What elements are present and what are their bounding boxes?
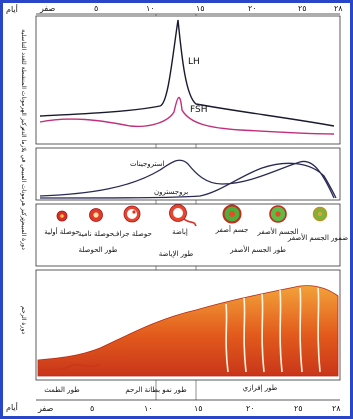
lh-curve [39, 19, 335, 127]
uterus-phase-menstrual: طور الطمث [44, 386, 80, 394]
panel-ovarian-cycle: دورة المبيض [20, 203, 348, 267]
bottom-tick-5: ٥ [90, 404, 94, 413]
stage-label-corpus-luteum: جسم أصفر [215, 225, 249, 234]
progesterone-curve [39, 162, 337, 199]
bottom-axis: طور الطمث طور نمو بطانة الرحم طور إفرازي… [6, 384, 341, 413]
top-tick-25: ٢٥ [298, 4, 307, 13]
estrogen-label: استروجينات [130, 160, 164, 168]
bottom-days-label: أيام [6, 402, 18, 412]
stage-corpus-luteum [222, 204, 242, 224]
top-days-label: أيام [6, 4, 18, 14]
stage-regressing-corpus-luteum [312, 206, 328, 222]
stage-label-regressing: ضمور الجسم الأصفر [287, 233, 348, 242]
panel1-side-label: تركيز الهرمونات المنشطة للغدد التناسلية [20, 29, 27, 131]
panel-uterine-cycle: دورة الرحم [20, 269, 341, 381]
fsh-label: FSH [190, 105, 208, 115]
panel3-side-label: دورة المبيض [20, 218, 27, 250]
panel-ovarian-hormones: تركيز هرمونات المبيض في بلازما الدم استر… [20, 127, 341, 221]
bottom-tick-25: ٢٥ [294, 404, 303, 413]
stage-ovulation [169, 204, 197, 227]
top-tick-28: ٢٨ [334, 4, 343, 13]
endometrium-glands [225, 287, 321, 373]
stage-primary-follicle [56, 210, 68, 222]
bottom-tick-0: صفر [37, 404, 53, 413]
ovary-phase-follicular: طور الحوصلة [78, 246, 117, 254]
top-tick-20: ٢٠ [248, 4, 257, 13]
stage-label-growing: حوصلة نامية [78, 230, 114, 238]
top-tick-0: صفر [39, 4, 55, 13]
bottom-tick-20: ٢٠ [246, 404, 255, 413]
stage-label-mature-corpus-luteum: الجسم الأصفر [256, 227, 298, 236]
estrogen-curve [39, 159, 335, 199]
stage-mature-corpus-luteum [269, 205, 287, 223]
stage-graafian-follicle [123, 205, 141, 223]
menstrual-shedding [39, 363, 101, 371]
top-tick-5: ٥ [94, 4, 98, 13]
panel2-side-label: تركيز هرمونات المبيض في بلازما الدم [20, 127, 27, 221]
lh-label: LH [188, 57, 200, 67]
panel4-side-label: دورة الرحم [20, 306, 27, 334]
bottom-tick-10: ١٠ [144, 404, 153, 413]
stage-label-primary: حوصلة أولية [44, 227, 80, 236]
top-axis: أيام صفر ٥ ١٠ ١٥ ٢٠ ٢٥ ٢٨ [6, 4, 343, 15]
stage-label-graafian: حوصلة جراف [112, 230, 152, 238]
progesterone-label: بروجسترون [154, 188, 188, 196]
ovary-phase-luteal: طور الجسم الأصفر [229, 245, 286, 254]
bottom-tick-15: ١٥ [194, 404, 203, 413]
stage-label-ovulation: إباضة [172, 228, 188, 236]
panel-gonadotropins: تركيز الهرمونات المنشطة للغدد التناسلية … [20, 15, 341, 145]
top-tick-10: ١٠ [146, 4, 155, 13]
fsh-curve [39, 96, 335, 135]
bottom-tick-28: ٢٨ [332, 404, 341, 413]
top-tick-15: ١٥ [196, 4, 205, 13]
stage-growing-follicle [89, 208, 103, 222]
uterus-phase-secretory: طور إفرازي [243, 384, 278, 392]
uterus-phase-proliferative: طور نمو بطانة الرحم [125, 386, 187, 394]
ovary-phase-ovulation: طور الإباضة [159, 250, 194, 258]
